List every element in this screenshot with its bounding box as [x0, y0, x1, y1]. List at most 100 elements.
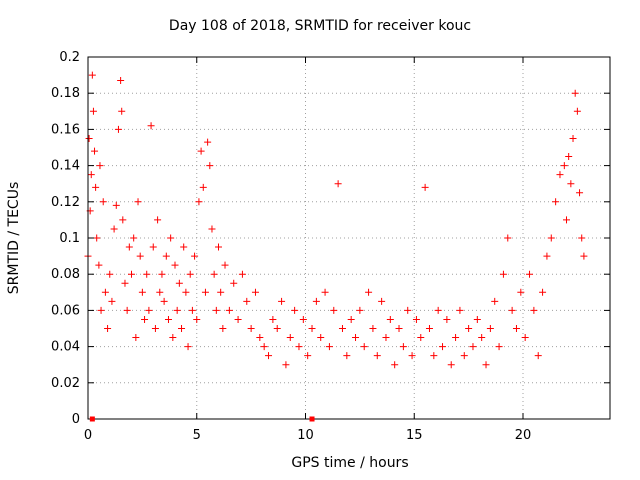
data-point [85, 134, 93, 142]
data-point [221, 261, 229, 269]
data-point [201, 288, 209, 296]
y-tick-label: 0.18 [51, 86, 80, 101]
data-point [110, 225, 118, 233]
data-point [560, 162, 568, 170]
data-point [378, 297, 386, 305]
data-point [162, 252, 170, 260]
data-point [251, 288, 259, 296]
data-point [215, 243, 222, 251]
data-point [465, 325, 473, 332]
data-point [121, 279, 129, 287]
y-tick-label: 0.02 [51, 376, 80, 391]
data-point [145, 306, 153, 314]
zero-markers [89, 416, 315, 422]
y-axis-label: SRMTID / TECUs [6, 181, 22, 295]
data-point [87, 171, 95, 179]
data-point [382, 334, 390, 342]
y-tick-label: 0.14 [51, 159, 80, 174]
data-point [356, 306, 364, 314]
data-point [91, 147, 99, 155]
data-point [206, 162, 214, 170]
y-tick-label: 0.04 [51, 340, 80, 355]
data-point [447, 361, 455, 369]
data-point [173, 306, 181, 314]
data-point [578, 234, 586, 242]
data-point [89, 107, 97, 115]
data-point [443, 315, 451, 323]
data-point [499, 270, 507, 278]
data-point [118, 107, 126, 115]
data-point [178, 325, 186, 332]
data-point [343, 352, 351, 360]
y-tick-label: 0.1 [59, 231, 80, 246]
data-point [521, 334, 529, 342]
data-point [160, 297, 168, 305]
data-point [167, 234, 175, 242]
x-tick-label: 10 [297, 428, 314, 443]
data-point [417, 334, 425, 342]
data-point [530, 306, 538, 314]
data-point [352, 334, 360, 342]
data-point [93, 234, 101, 242]
data-point [219, 325, 227, 332]
data-point [508, 306, 516, 314]
data-point [576, 189, 584, 197]
data-point [96, 162, 104, 170]
y-tick-label: 0.2 [59, 50, 80, 65]
data-point [164, 315, 172, 323]
data-point [169, 334, 177, 342]
data-point [204, 138, 212, 146]
data-point [325, 343, 333, 351]
data-point [234, 315, 242, 323]
chart-title: Day 108 of 2018, SRMTID for receiver kou… [168, 18, 472, 34]
data-point [197, 147, 205, 155]
data-point [573, 107, 581, 115]
data-point [147, 122, 155, 130]
data-point [391, 361, 399, 369]
x-tick-label: 5 [193, 428, 201, 443]
y-tick-label: 0.16 [51, 122, 80, 137]
data-point [136, 252, 144, 260]
data-point [547, 234, 555, 242]
data-point [473, 315, 481, 323]
data-point [569, 134, 577, 142]
data-point [478, 334, 486, 342]
data-point [186, 270, 194, 278]
data-point [171, 261, 179, 269]
grid [88, 57, 610, 419]
data-point [373, 352, 381, 360]
data-point [571, 89, 579, 97]
data-point [143, 270, 151, 278]
data-point [543, 252, 551, 260]
data-point [191, 252, 199, 260]
zero-marker [309, 416, 315, 422]
x-tick-label: 20 [515, 428, 532, 443]
x-tick-label: 0 [84, 428, 92, 443]
data-point [104, 325, 112, 332]
data-point [404, 306, 412, 314]
data-point [180, 243, 188, 251]
data-point [421, 183, 429, 191]
data-point [158, 270, 166, 278]
data-point [114, 125, 122, 133]
data-point [99, 198, 107, 206]
data-point [138, 288, 146, 296]
y-tick-label: 0.12 [51, 195, 80, 210]
data-point [278, 297, 286, 305]
data-point [217, 288, 225, 296]
data-point [534, 352, 542, 360]
data-point [439, 343, 447, 351]
data-point [295, 343, 303, 351]
data-point [565, 153, 573, 161]
data-point [365, 288, 373, 296]
data-point [128, 270, 135, 278]
data-points [84, 71, 588, 369]
data-point [108, 297, 116, 305]
data-point [238, 270, 246, 278]
data-point [452, 334, 460, 342]
data-point [125, 243, 133, 251]
data-point [95, 261, 103, 269]
zero-marker [89, 416, 95, 422]
data-point [123, 306, 131, 314]
